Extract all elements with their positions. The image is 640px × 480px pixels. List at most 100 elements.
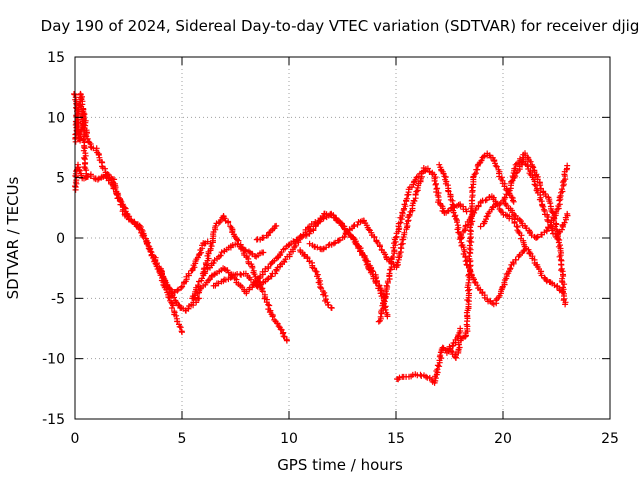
- x-tick-label: 5: [178, 431, 187, 447]
- data-point: [76, 167, 83, 174]
- data-point: [365, 226, 372, 233]
- data-point: [80, 127, 87, 134]
- data-point: [197, 285, 204, 292]
- data-point: [510, 198, 517, 205]
- data-point: [432, 181, 439, 188]
- data-point: [377, 243, 383, 250]
- data-point: [511, 220, 518, 226]
- data-point: [260, 249, 267, 256]
- data-point: [512, 256, 519, 263]
- data-point: [474, 282, 481, 289]
- data-point: [317, 284, 324, 290]
- data-point: [564, 210, 571, 217]
- data-point: [554, 232, 561, 239]
- data-point: [562, 301, 569, 308]
- data-point: [413, 188, 420, 195]
- data-point: [251, 271, 258, 278]
- data-point: [440, 170, 447, 177]
- data-point: [210, 260, 217, 266]
- data-point: [265, 232, 272, 239]
- data-point: [496, 201, 503, 208]
- data-point: [457, 202, 464, 209]
- data-point: [559, 179, 566, 186]
- data-point: [512, 161, 519, 168]
- data-point: [280, 333, 287, 340]
- data-point: [225, 219, 232, 226]
- data-point: [104, 171, 111, 178]
- data-point: [493, 163, 500, 170]
- data-point: [384, 313, 391, 320]
- data-point: [328, 305, 335, 311]
- data-point: [283, 337, 290, 344]
- data-point: [534, 234, 541, 241]
- x-tick-label: 20: [494, 431, 512, 447]
- data-point: [492, 162, 499, 169]
- data-point: [325, 301, 331, 308]
- data-point: [558, 261, 565, 268]
- data-point: [178, 284, 185, 291]
- data-point: [336, 218, 343, 225]
- x-tick-label: 25: [601, 431, 619, 447]
- data-point: [507, 265, 514, 272]
- data-point: [339, 222, 346, 229]
- data-point: [465, 279, 472, 286]
- data-point: [540, 206, 547, 213]
- data-point: [119, 208, 126, 215]
- data-point: [561, 281, 568, 288]
- data-point: [508, 178, 515, 185]
- data-point: [173, 312, 180, 319]
- data-points: [71, 90, 571, 386]
- data-point: [477, 223, 484, 230]
- data-point: [330, 240, 337, 247]
- data-point: [199, 275, 205, 282]
- data-point: [111, 176, 118, 183]
- data-point: [556, 253, 563, 260]
- data-point: [153, 263, 160, 270]
- data-point: [515, 228, 522, 235]
- data-point: [273, 222, 280, 229]
- x-axis-label: GPS time / hours: [277, 456, 403, 474]
- data-point: [81, 164, 88, 170]
- data-point: [264, 276, 271, 283]
- data-point: [266, 302, 273, 309]
- data-point: [530, 164, 537, 171]
- data-point: [394, 259, 401, 266]
- data-point: [335, 237, 342, 244]
- data-point: [393, 262, 400, 269]
- data-point: [513, 223, 520, 230]
- data-point: [138, 226, 145, 233]
- data-point: [241, 246, 248, 253]
- data-point: [468, 228, 474, 235]
- data-point: [434, 185, 441, 192]
- data-point: [82, 174, 89, 181]
- data-point: [319, 246, 326, 253]
- data-point: [234, 241, 241, 248]
- data-point: [137, 224, 144, 230]
- data-point: [245, 248, 252, 255]
- data-point: [157, 267, 164, 274]
- data-point: [354, 221, 361, 228]
- data-point: [145, 242, 152, 249]
- data-point: [365, 265, 372, 272]
- data-point: [558, 186, 565, 193]
- data-point: [195, 282, 201, 289]
- data-point: [396, 374, 403, 381]
- data-point: [539, 202, 546, 209]
- data-point: [540, 203, 547, 210]
- data-point: [532, 182, 539, 189]
- data-point: [361, 254, 368, 261]
- data-point: [269, 313, 276, 320]
- data-point: [275, 323, 282, 330]
- data-point: [392, 234, 399, 241]
- data-point: [318, 285, 325, 292]
- data-point: [471, 279, 478, 285]
- data-point: [462, 258, 469, 265]
- data-point: [177, 324, 184, 331]
- data-point: [185, 270, 192, 277]
- data-point: [481, 153, 487, 160]
- x-tick-label: 10: [280, 431, 298, 447]
- data-point: [221, 266, 228, 272]
- data-point: [544, 218, 551, 225]
- data-point: [534, 233, 541, 240]
